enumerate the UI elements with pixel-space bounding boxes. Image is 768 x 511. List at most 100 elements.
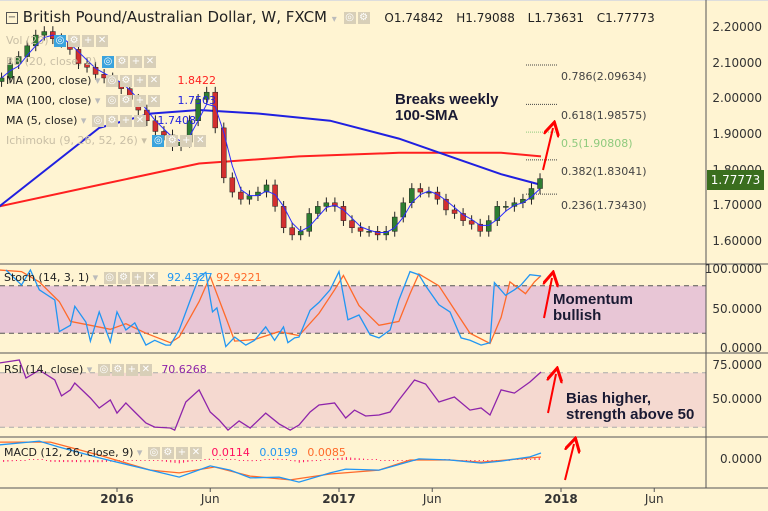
gear-icon[interactable]: ⚙ (116, 56, 128, 68)
candle (374, 231, 381, 236)
plus-icon[interactable]: + (131, 272, 144, 284)
candle (383, 231, 389, 236)
plus-icon[interactable]: + (130, 56, 142, 68)
eye-icon[interactable]: ◎ (103, 272, 116, 284)
eye-icon[interactable]: ◎ (152, 135, 165, 147)
ma200-line (0, 151, 542, 208)
legend-macd[interactable]: MACD (12, 26, close, 9) ▾ ◎ ⚙ + ✕ 0.0114 0.… (4, 446, 346, 459)
close-icon[interactable]: ✕ (139, 364, 152, 376)
ma5-label: MA (5, close) (6, 114, 78, 127)
stoch-axis-label: 0.0000 (720, 341, 762, 355)
gear-icon[interactable]: ⚙ (117, 272, 130, 284)
legend-ma100[interactable]: MA (100, close) ▾ ◎ ⚙ + ✕ 1.7503 (6, 94, 216, 107)
ma5-value: 1.7408 (157, 114, 196, 127)
plus-icon[interactable]: + (133, 75, 146, 87)
close-icon[interactable]: ✕ (194, 135, 207, 147)
chevron-down-icon[interactable]: ▾ (80, 114, 87, 127)
rsi-line (0, 359, 542, 432)
time-axis-label: 2017 (322, 492, 356, 506)
candle (24, 45, 30, 57)
macd-line (0, 440, 542, 483)
plus-icon[interactable]: + (125, 364, 138, 376)
gear-icon[interactable]: ⚙ (111, 364, 124, 376)
candle (203, 91, 210, 100)
price-axis-label: 2.20000 (712, 20, 762, 34)
macd-axis-label: 0.0000 (720, 452, 762, 466)
eye-icon[interactable]: ◎ (343, 11, 356, 24)
close-icon[interactable]: ✕ (133, 115, 146, 127)
time-axis-label: Jun (422, 492, 442, 506)
rsi-axis-label: 50.0000 (712, 392, 762, 406)
candle (272, 184, 278, 207)
close-icon[interactable]: ✕ (96, 35, 109, 47)
eye-icon[interactable]: ◎ (102, 56, 114, 68)
ichimoku-label: Ichimoku (9, 26, 52, 26) (6, 134, 138, 147)
annotation-line: 100-SMA (395, 107, 459, 124)
vol-label: Vol (20) (6, 34, 49, 47)
chart-header: − British Pound/Australian Dollar, W, FX… (4, 8, 655, 26)
red-arrow (542, 128, 553, 171)
ohlc-low: L1.73631 (527, 11, 584, 25)
gear-icon[interactable]: ⚙ (119, 95, 132, 107)
candle (366, 231, 372, 233)
candle (468, 220, 475, 225)
chevron-down-icon[interactable]: ▾ (94, 94, 101, 107)
gear-icon[interactable]: ⚙ (166, 135, 179, 147)
gear-icon[interactable]: ⚙ (105, 115, 118, 127)
close-icon[interactable]: ✕ (147, 95, 160, 107)
close-icon[interactable]: ✕ (189, 447, 202, 459)
macd-label: MACD (12, 26, close, 9) (4, 446, 134, 459)
plus-icon[interactable]: + (82, 35, 95, 47)
candle (477, 223, 483, 232)
eye-icon[interactable]: ◎ (105, 95, 118, 107)
legend-ma200[interactable]: MA (200, close) ▾ ◎ ⚙ + ✕ 1.8422 (6, 74, 216, 87)
gear-icon[interactable]: ⚙ (119, 75, 132, 87)
candle (332, 202, 338, 207)
time-axis-label: 2018 (544, 492, 578, 506)
candle (443, 198, 449, 211)
ohlc-open: O1.74842 (384, 11, 444, 25)
red-arrow (564, 444, 574, 481)
stoch-axis-label: 50.0000 (712, 301, 762, 316)
candle (537, 178, 543, 189)
close-icon[interactable]: ✕ (145, 272, 158, 284)
gear-icon[interactable]: ⚙ (161, 447, 174, 459)
legend-bb[interactable]: BB (20, close, 2) ◎ ⚙ + ✕ (6, 55, 156, 68)
candle (451, 209, 458, 214)
plus-icon[interactable]: + (119, 115, 132, 127)
rsi-axis-label: 75.0000 (712, 358, 762, 372)
close-icon[interactable]: ✕ (147, 75, 160, 87)
eye-icon[interactable]: ◎ (105, 75, 118, 87)
eye-icon[interactable]: ◎ (97, 364, 110, 376)
collapse-icon[interactable]: − (6, 11, 18, 24)
stoch-k-line (5, 268, 542, 348)
symbol-title: British Pound/Australian Dollar, W, FXCM (22, 8, 327, 26)
candle (426, 191, 432, 194)
plus-icon[interactable]: + (180, 135, 193, 147)
chevron-down-icon[interactable]: ▾ (331, 14, 337, 25)
annotation-line: Breaks weekly (395, 91, 499, 108)
close-icon[interactable]: ✕ (144, 56, 156, 68)
plus-icon[interactable]: + (175, 447, 188, 459)
candle (246, 195, 253, 200)
gear-icon[interactable]: ⚙ (357, 11, 370, 24)
candle (315, 206, 321, 214)
legend-ma5[interactable]: MA (5, close) ▾ ◎ ⚙ + ✕ 1.7408 (6, 114, 196, 127)
candle (460, 213, 466, 221)
plus-icon[interactable]: + (133, 95, 146, 107)
rsi-value: 70.6268 (161, 363, 207, 376)
eye-icon[interactable]: ◎ (54, 35, 67, 47)
legend-stoch[interactable]: Stoch (14, 3, 1) ▾ ◎ ⚙ + ✕ 92.4327 92.9221 (4, 271, 262, 284)
eye-icon[interactable]: ◎ (147, 447, 160, 459)
stoch-axis-label: 100.0000 (704, 262, 762, 276)
legend-rsi[interactable]: RSI (14, close) ▾ ◎ ⚙ + ✕ 70.6268 (4, 363, 207, 376)
legend-vol[interactable]: Vol (20) ◎ ⚙ + ✕ (6, 34, 109, 47)
stoch-k-value: 92.4327 (167, 271, 213, 284)
gear-icon[interactable]: ⚙ (68, 35, 81, 47)
legend-ichimoku[interactable]: Ichimoku (9, 26, 52, 26) ▾ ◎ ⚙ + ✕ (6, 134, 207, 147)
candle (417, 188, 424, 193)
chevron-down-icon[interactable]: ▾ (94, 74, 101, 87)
eye-icon[interactable]: ◎ (91, 115, 104, 127)
price-axis-label: 2.00000 (712, 91, 762, 106)
